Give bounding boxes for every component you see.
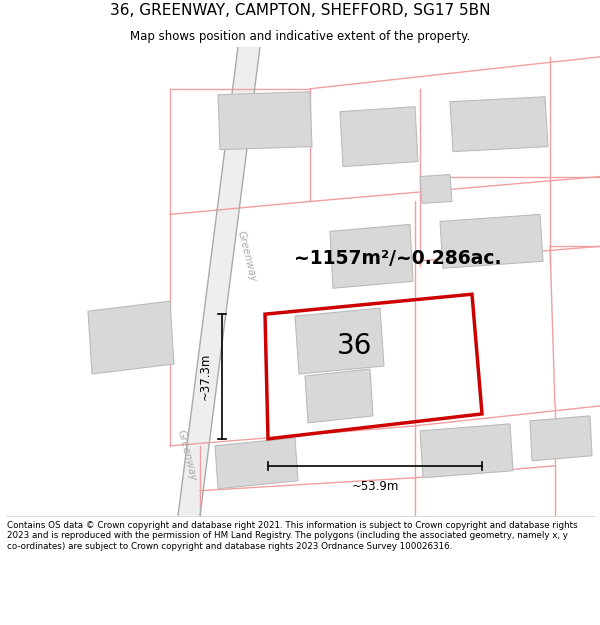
Polygon shape xyxy=(330,224,413,288)
Polygon shape xyxy=(420,174,452,204)
Text: Greenway: Greenway xyxy=(236,229,258,283)
Polygon shape xyxy=(440,214,543,268)
Polygon shape xyxy=(305,369,373,423)
Polygon shape xyxy=(420,424,513,478)
Polygon shape xyxy=(178,47,260,516)
Polygon shape xyxy=(218,92,312,149)
Polygon shape xyxy=(450,97,548,152)
Text: Contains OS data © Crown copyright and database right 2021. This information is : Contains OS data © Crown copyright and d… xyxy=(7,521,578,551)
Polygon shape xyxy=(340,107,418,166)
Text: 36, GREENWAY, CAMPTON, SHEFFORD, SG17 5BN: 36, GREENWAY, CAMPTON, SHEFFORD, SG17 5B… xyxy=(110,2,490,18)
Text: Map shows position and indicative extent of the property.: Map shows position and indicative extent… xyxy=(130,30,470,43)
Polygon shape xyxy=(295,308,384,374)
Text: ~53.9m: ~53.9m xyxy=(352,480,398,492)
Text: ~1157m²/~0.286ac.: ~1157m²/~0.286ac. xyxy=(294,249,502,268)
Text: 36: 36 xyxy=(337,332,373,360)
Text: ~37.3m: ~37.3m xyxy=(199,352,212,400)
Text: Greenway: Greenway xyxy=(176,429,198,483)
Polygon shape xyxy=(215,438,298,489)
Polygon shape xyxy=(530,416,592,461)
Polygon shape xyxy=(88,301,174,374)
